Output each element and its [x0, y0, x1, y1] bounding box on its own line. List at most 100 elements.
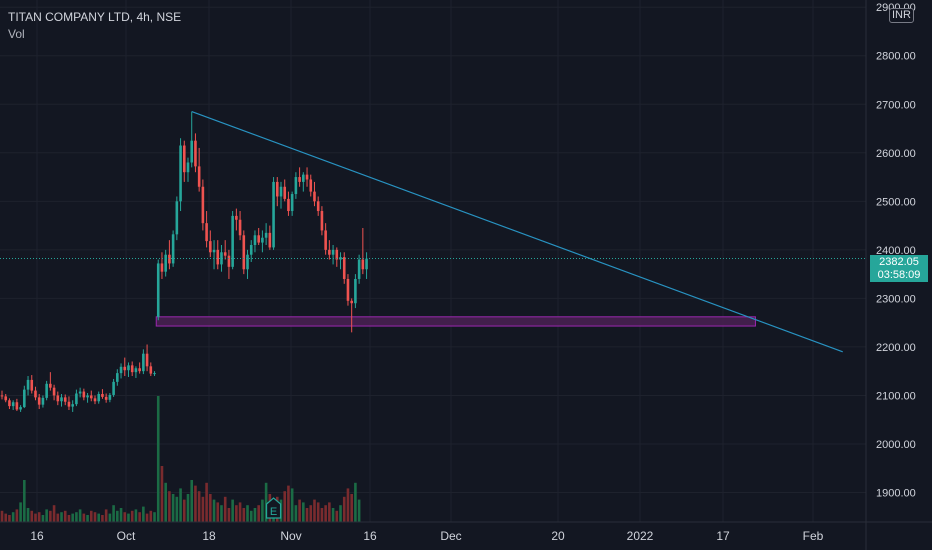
support-zone[interactable]	[155, 316, 756, 327]
volume-bar	[249, 510, 253, 522]
candle-body	[130, 365, 134, 373]
volume-bar	[60, 512, 63, 522]
earnings-marker-label: E	[270, 506, 277, 518]
time-tick-label: Oct	[117, 529, 136, 543]
candle-body	[354, 278, 357, 304]
price-axis[interactable]: 1900.00 2000.00 2100.00 2200.00 2300.00 2400.…	[876, 2, 916, 499]
candle-body	[89, 395, 93, 399]
candle-body	[287, 198, 290, 212]
time-axis[interactable]: 16 Oct 18 Nov 16 Dec 20 2022 17 Feb	[30, 529, 823, 543]
earnings-marker[interactable]: E	[265, 497, 282, 519]
volume-bar	[149, 510, 153, 522]
volume-bar	[82, 513, 86, 522]
candle-body	[82, 391, 86, 398]
price-tick-label: 2000.00	[876, 439, 916, 451]
volume-bar	[104, 509, 108, 522]
volume-bar	[108, 513, 112, 522]
trendline[interactable]	[191, 110, 843, 353]
volume-bar	[134, 509, 138, 522]
grid	[0, 0, 866, 522]
candle-body	[205, 223, 208, 242]
volume-bar	[212, 499, 216, 522]
candle-body	[37, 397, 41, 405]
candle-body	[335, 249, 339, 260]
volume-bar	[0, 510, 4, 522]
time-tick-label: 2022	[627, 529, 654, 543]
price-tick-label: 2400.00	[876, 245, 916, 257]
candle-body	[357, 259, 361, 279]
candle-body	[268, 232, 272, 248]
volume-bar	[357, 499, 361, 522]
volume-bar	[93, 512, 97, 522]
candle-body	[238, 219, 242, 236]
candle-body	[275, 181, 279, 197]
volume-bar	[220, 505, 223, 522]
volume-bar	[75, 512, 78, 522]
candle-body	[108, 394, 112, 400]
volume-indicator-label[interactable]: Vol	[8, 27, 25, 41]
volume-bar	[86, 515, 89, 522]
volume-bar	[78, 509, 82, 522]
candle-body	[186, 162, 190, 173]
volume-bar	[305, 508, 309, 522]
candle-body	[23, 389, 26, 408]
volume-bar	[45, 509, 48, 522]
volume-bar	[309, 505, 313, 522]
volume-bar	[350, 494, 353, 522]
bar-countdown: 03:58:09	[870, 268, 928, 282]
candle-body	[324, 230, 327, 250]
candle-body	[63, 397, 67, 402]
candle-body	[253, 235, 257, 245]
volume-bar	[302, 502, 305, 522]
currency-badge[interactable]: INR	[889, 8, 914, 23]
volume-bar	[56, 513, 60, 522]
candle-body	[123, 366, 127, 371]
volume-bar	[246, 505, 249, 522]
candle-body	[30, 379, 34, 391]
volume-bar	[201, 496, 205, 522]
candle-body	[101, 393, 104, 397]
candle-body	[160, 263, 164, 272]
volume-bar	[190, 480, 194, 522]
volume-bar	[209, 494, 212, 522]
candle-body	[75, 393, 78, 405]
candle-body	[302, 174, 305, 182]
candle-body	[201, 186, 205, 224]
candle-body	[78, 391, 82, 394]
time-tick-label: 16	[30, 529, 44, 543]
chart-title[interactable]: TITAN COMPANY LTD, 4h, NSE	[8, 10, 182, 24]
candle-body	[60, 397, 63, 402]
candle-body	[342, 257, 346, 279]
candle-body	[175, 201, 179, 235]
volume-bar	[335, 510, 339, 522]
candle-body	[41, 397, 45, 405]
candle-body	[309, 179, 313, 192]
volume-bar	[223, 496, 227, 522]
volume-bar	[30, 510, 34, 522]
candle-body	[223, 252, 227, 256]
candle-body	[220, 252, 223, 265]
last-price-label: 2382.05	[870, 255, 928, 269]
candle-body	[19, 407, 22, 410]
candle-body	[127, 365, 130, 371]
time-tick-label: 16	[363, 529, 377, 543]
candle-body	[71, 404, 74, 407]
volume-bar	[324, 505, 327, 522]
candle-body	[11, 402, 15, 407]
volume-bar	[313, 499, 316, 522]
volume-bar	[342, 496, 346, 522]
candle-body	[49, 383, 52, 388]
volume-bar	[261, 499, 264, 522]
volume-bar	[227, 508, 231, 522]
volume-bar	[116, 510, 119, 522]
candle-body	[67, 401, 71, 407]
volume-bars	[0, 396, 361, 522]
volume-bar	[194, 485, 197, 522]
time-tick-label: 20	[551, 529, 565, 543]
candle-body	[272, 181, 275, 248]
candle-body	[235, 215, 238, 220]
candle-body	[331, 249, 335, 255]
volume-bar	[34, 513, 37, 522]
volume-bar	[242, 508, 246, 522]
